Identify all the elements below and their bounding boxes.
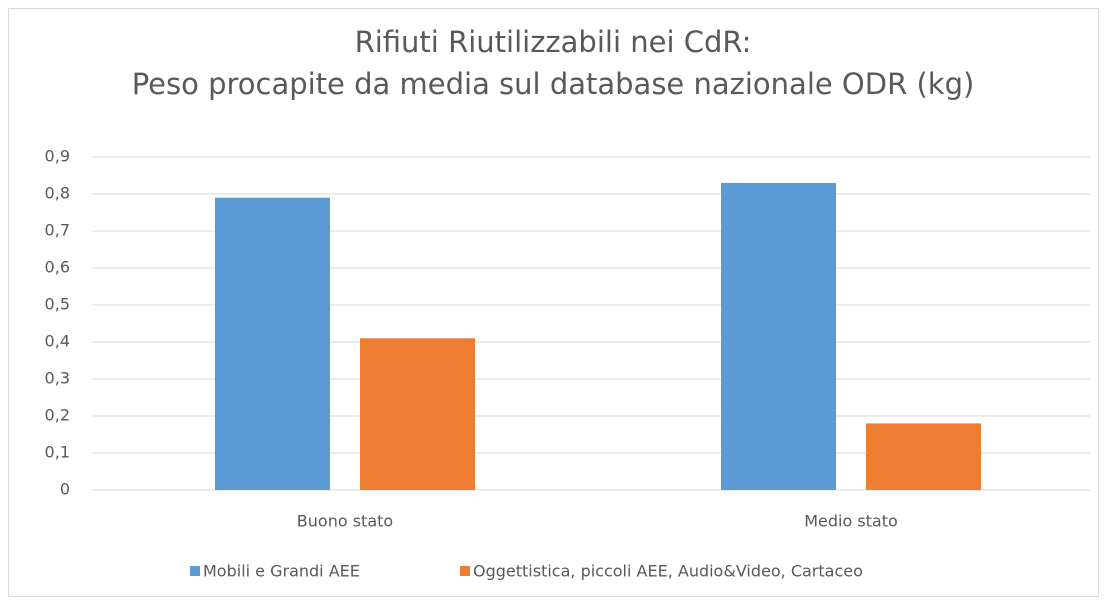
bar — [215, 197, 330, 490]
x-tick-label: Medio stato — [804, 512, 898, 531]
y-tick-label: 0,1 — [45, 443, 70, 462]
y-tick-label: 0,6 — [45, 258, 70, 277]
y-tick-label: 0,7 — [45, 221, 70, 240]
y-tick-label: 0,2 — [45, 406, 70, 425]
chart-title: Rifiuti Riutilizzabili nei CdR: — [355, 25, 752, 59]
bar — [360, 338, 475, 490]
legend-label: Mobili e Grandi AEE — [203, 562, 360, 581]
legend-label: Oggettistica, piccoli AEE, Audio&Video, … — [473, 562, 863, 581]
y-tick-label: 0 — [60, 480, 70, 499]
y-tick-label: 0,4 — [45, 332, 70, 351]
chart-title: Peso procapite da media sul database naz… — [132, 67, 975, 101]
bar — [721, 182, 836, 490]
y-tick-label: 0,8 — [45, 184, 70, 203]
legend-swatch — [190, 566, 200, 576]
y-tick-label: 0,9 — [45, 147, 70, 166]
chart-border — [8, 8, 1099, 597]
y-tick-label: 0,5 — [45, 295, 70, 314]
bar — [866, 423, 981, 490]
y-tick-label: 0,3 — [45, 369, 70, 388]
x-tick-label: Buono stato — [297, 512, 393, 531]
legend-swatch — [460, 566, 470, 576]
